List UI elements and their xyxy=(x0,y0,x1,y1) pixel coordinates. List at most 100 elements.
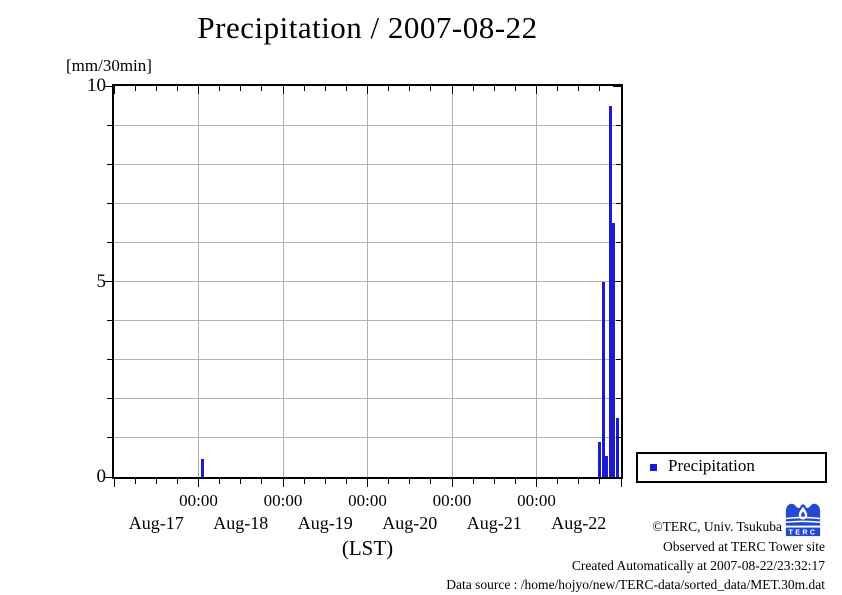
x-day-label: Aug-22 xyxy=(551,513,607,533)
y-axis-tick xyxy=(107,320,112,322)
x-axis-tick xyxy=(113,479,115,487)
precipitation-bar xyxy=(615,418,619,477)
y-axis-tick xyxy=(616,163,621,165)
x-axis-tick xyxy=(599,479,601,484)
x-axis-tick xyxy=(430,479,432,484)
x-tick-label: 00:00 xyxy=(517,491,556,510)
legend-marker-precipitation-icon xyxy=(650,464,657,471)
y-axis-tick xyxy=(613,476,621,478)
x-axis-tick xyxy=(155,86,157,91)
x-axis-tick xyxy=(198,86,199,94)
y-axis-unit-label: [mm/30min] xyxy=(66,56,152,75)
chart-title: Precipitation / 2007-08-22 xyxy=(197,10,538,45)
x-axis-tick xyxy=(261,479,263,484)
x-axis-tick xyxy=(345,86,347,91)
x-day-label: Aug-21 xyxy=(466,513,522,533)
x-gridline xyxy=(451,86,453,477)
y-axis-tick xyxy=(107,241,112,243)
precipitation-bar xyxy=(608,105,612,477)
x-axis-tick xyxy=(134,86,136,91)
y-tick-label: 5 xyxy=(96,270,107,292)
x-axis-tick xyxy=(282,86,284,94)
x-axis-tick xyxy=(388,86,390,91)
x-axis-tick xyxy=(409,479,411,484)
x-axis-tick xyxy=(113,86,115,94)
y-tick-label: 0 xyxy=(96,466,107,487)
x-axis-tick xyxy=(493,86,495,91)
y-axis-tick xyxy=(107,359,112,361)
x-axis-tick xyxy=(536,86,537,94)
y-axis-tick xyxy=(107,202,112,204)
y-axis-tick xyxy=(613,85,621,87)
x-day-label: Aug-18 xyxy=(213,513,269,533)
x-axis-tick xyxy=(514,479,516,484)
x-axis-tick xyxy=(303,86,305,91)
y-axis-tick xyxy=(616,202,621,204)
x-axis-tick xyxy=(219,86,221,91)
x-axis-tick xyxy=(514,86,516,91)
plot-area xyxy=(112,84,623,479)
x-tick-label: 00:00 xyxy=(179,491,218,510)
y-axis-tick xyxy=(616,437,621,439)
x-day-label: Aug-19 xyxy=(297,513,353,533)
x-axis-tick xyxy=(324,479,326,484)
x-axis-tick xyxy=(409,86,411,91)
legend-label: Precipitation xyxy=(668,456,755,475)
x-axis-tick xyxy=(261,86,263,91)
x-axis-tick xyxy=(388,479,390,484)
x-axis-tick xyxy=(176,86,178,91)
x-axis-tick xyxy=(134,479,136,484)
x-axis-tick xyxy=(430,86,432,91)
x-day-label: Aug-17 xyxy=(128,513,184,533)
x-axis-tick xyxy=(578,86,580,91)
y-tick-label: 10 xyxy=(87,75,106,96)
x-axis-tick xyxy=(557,86,559,91)
x-tick-label: 00:00 xyxy=(263,491,303,510)
y-axis-tick xyxy=(616,124,621,126)
x-axis-tick xyxy=(155,479,157,484)
y-axis-tick xyxy=(104,281,112,282)
y-axis-tick xyxy=(104,476,112,478)
x-tick-label: 00:00 xyxy=(432,491,472,510)
x-axis-tick xyxy=(557,479,559,484)
x-axis-tick xyxy=(219,479,221,484)
x-axis-tick xyxy=(303,479,305,484)
datasource-text: Data source : /home/hojyo/new/TERC-data/… xyxy=(446,577,825,592)
x-axis-tick xyxy=(367,86,368,94)
precipitation-bar xyxy=(612,222,616,477)
x-day-label: Aug-20 xyxy=(382,513,438,533)
x-axis-tick xyxy=(240,479,242,484)
created-text: Created Automatically at 2007-08-22/23:3… xyxy=(571,558,825,573)
x-axis-tick xyxy=(324,86,326,91)
y-axis-tick xyxy=(107,163,112,165)
x-axis-tick xyxy=(620,479,622,487)
y-axis-tick xyxy=(616,320,621,322)
x-axis-tick xyxy=(176,479,178,484)
y-axis-tick xyxy=(616,359,621,361)
x-tick-label: 00:00 xyxy=(348,491,387,510)
legend: Precipitation xyxy=(636,452,827,483)
precipitation-bar xyxy=(601,281,605,477)
x-axis-tick xyxy=(536,479,537,487)
precipitation-bar xyxy=(605,455,609,477)
x-gridline xyxy=(367,86,368,477)
y-axis-tick xyxy=(104,85,112,87)
precipitation-bar xyxy=(598,441,602,477)
x-axis-tick xyxy=(620,86,622,94)
x-axis-tick xyxy=(472,479,474,484)
y-axis-tick xyxy=(107,124,112,126)
terc-logo-icon: TERC xyxy=(785,503,821,537)
y-axis-tick xyxy=(107,437,112,439)
x-axis-tick xyxy=(240,86,242,91)
y-axis-tick xyxy=(107,398,112,400)
observed-text: Observed at TERC Tower site xyxy=(662,539,825,554)
y-axis-tick xyxy=(616,241,621,243)
x-axis-tick xyxy=(578,479,580,484)
x-axis-tick xyxy=(367,479,368,487)
x-axis-tick xyxy=(493,479,495,484)
x-axis-tick xyxy=(472,86,474,91)
x-axis-label: (LST) xyxy=(341,536,394,560)
precipitation-bar xyxy=(200,459,204,477)
x-axis-tick xyxy=(451,86,453,94)
